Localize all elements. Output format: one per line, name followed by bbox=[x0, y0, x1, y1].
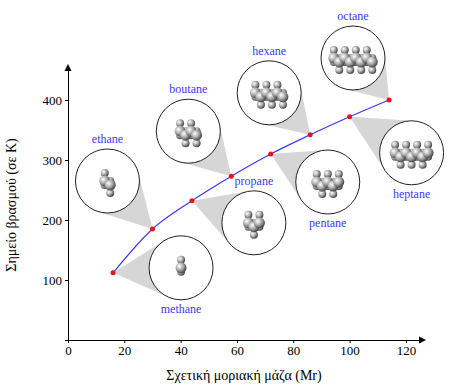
x-tick: 100 bbox=[340, 340, 360, 358]
callout: octane bbox=[321, 9, 389, 100]
molecule bbox=[311, 170, 344, 198]
y-tick-mark bbox=[65, 280, 68, 281]
x-tick: 0 bbox=[65, 340, 72, 358]
x-tick: 120 bbox=[397, 340, 417, 358]
point bbox=[387, 98, 392, 103]
point bbox=[268, 152, 273, 157]
x-axis-arrow bbox=[419, 337, 426, 344]
y-tick-mark bbox=[65, 100, 68, 101]
y-tick-label: 100 bbox=[43, 273, 63, 288]
callout: ethane bbox=[75, 132, 152, 229]
molecule bbox=[175, 119, 203, 147]
point-label: boutane bbox=[169, 82, 207, 96]
point-label: heptane bbox=[393, 187, 430, 201]
callout-circle bbox=[237, 61, 301, 125]
line bbox=[113, 100, 389, 273]
point bbox=[347, 114, 352, 119]
x-tick: 60 bbox=[231, 340, 244, 358]
callout-circle bbox=[380, 121, 444, 185]
callout: boutane bbox=[156, 82, 231, 176]
y-tick: 400 bbox=[43, 93, 69, 108]
callout-circle bbox=[75, 149, 139, 213]
y-axis-line bbox=[65, 71, 69, 341]
point bbox=[229, 174, 234, 179]
molecule bbox=[250, 81, 289, 109]
molecule bbox=[99, 169, 116, 197]
carbon bbox=[333, 177, 344, 188]
callouts: methane ethane propane boutane pentane hexane… bbox=[75, 9, 443, 316]
y-tick-label: 400 bbox=[43, 93, 63, 108]
point bbox=[308, 132, 313, 137]
carbon bbox=[423, 147, 434, 158]
x-tick-label: 100 bbox=[340, 343, 360, 358]
callout: pentane bbox=[271, 150, 360, 230]
y-tick: 100 bbox=[43, 273, 69, 288]
y-tick: 300 bbox=[43, 153, 69, 168]
point-label: methane bbox=[161, 302, 202, 316]
x-tick-label: 0 bbox=[65, 343, 72, 358]
point bbox=[150, 227, 155, 232]
carbon bbox=[254, 217, 265, 228]
point-label: pentane bbox=[309, 216, 346, 230]
x-tick-label: 20 bbox=[118, 343, 131, 358]
y-axis-arrow bbox=[65, 64, 72, 71]
molecule bbox=[176, 256, 187, 276]
y-tick-mark bbox=[65, 220, 68, 221]
x-axis-title: Σχετική μοριακή μάζα (Mr) bbox=[166, 368, 322, 384]
x-axis: 0 20 40 60 80 100 120 bbox=[65, 340, 420, 358]
y-axis: 100 200 300 400 bbox=[43, 71, 69, 341]
carbon bbox=[105, 180, 116, 191]
point-label: propane bbox=[235, 174, 274, 188]
x-tick: 80 bbox=[287, 340, 300, 358]
point bbox=[111, 270, 116, 275]
x-tick-label: 40 bbox=[175, 343, 188, 358]
carbon bbox=[277, 91, 288, 102]
molecule bbox=[243, 211, 265, 239]
x-tick-label: 80 bbox=[287, 343, 300, 358]
x-tick: 40 bbox=[175, 340, 188, 358]
x-tick-label: 120 bbox=[397, 343, 417, 358]
chart: 0 20 40 60 80 100 120 100 200 300 400 Σχετική μορια… bbox=[0, 0, 451, 392]
callout: propane bbox=[192, 174, 286, 255]
callout-circle bbox=[321, 26, 385, 90]
carbon bbox=[367, 57, 378, 68]
callout: heptane bbox=[350, 117, 444, 201]
plot-area bbox=[111, 98, 392, 276]
point-label: ethane bbox=[92, 132, 123, 146]
carbon bbox=[191, 130, 202, 141]
y-axis-title: Σημείο βρασμού (σε K) bbox=[4, 138, 20, 272]
callout-circle bbox=[149, 236, 213, 300]
molecule bbox=[328, 46, 378, 74]
callout: methane bbox=[113, 236, 213, 316]
callout-circle bbox=[296, 150, 360, 214]
y-tick: 200 bbox=[43, 213, 69, 228]
callout: hexane bbox=[237, 44, 310, 135]
callout-circle bbox=[222, 191, 286, 255]
point-label: octane bbox=[337, 9, 368, 23]
molecule bbox=[390, 141, 434, 169]
y-tick-mark bbox=[65, 160, 68, 161]
x-tick-label: 60 bbox=[231, 343, 244, 358]
callout-circle bbox=[156, 99, 220, 163]
y-tick-label: 300 bbox=[43, 153, 63, 168]
x-tick: 20 bbox=[118, 340, 131, 358]
y-tick-label: 200 bbox=[43, 213, 63, 228]
carbon bbox=[176, 262, 187, 273]
point bbox=[189, 198, 194, 203]
point-label: hexane bbox=[252, 44, 286, 58]
